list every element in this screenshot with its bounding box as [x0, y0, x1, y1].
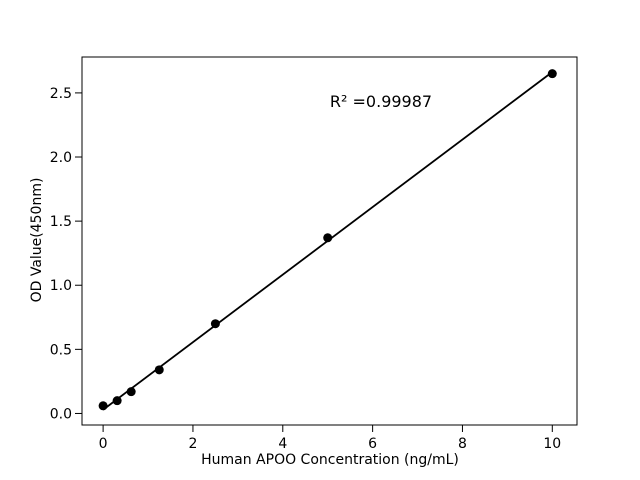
- x-tick-label: 4: [278, 436, 287, 452]
- x-tick-label: 6: [368, 436, 377, 452]
- y-tick-label: 1.5: [50, 214, 72, 230]
- data-point: [547, 69, 557, 79]
- data-point: [210, 319, 220, 329]
- data-point: [154, 365, 164, 375]
- r-squared-annotation: R² =0.99987: [330, 92, 432, 111]
- data-point: [323, 233, 333, 243]
- data-point: [98, 401, 108, 411]
- x-tick-label: 8: [458, 436, 467, 452]
- plot-generated-layer: 0 2 4 6 8 10 0.0 0.5 1.0 1.5 2.0 2.5: [50, 56, 578, 452]
- x-axis-label: Human APOO Concentration (ng/mL): [201, 452, 459, 468]
- x-tick-label: 0: [99, 436, 108, 452]
- y-tick-label: 0.0: [50, 406, 72, 422]
- data-point: [126, 387, 136, 397]
- y-tick-label: 1.0: [50, 278, 72, 294]
- y-tick-label: 0.5: [50, 342, 72, 358]
- y-axis-label: OD Value(450nm): [29, 178, 45, 303]
- y-tick-label: 2.0: [50, 150, 72, 166]
- data-point: [112, 396, 122, 406]
- y-tick-label: 2.5: [50, 86, 72, 102]
- x-tick-label: 10: [543, 436, 561, 452]
- x-tick-label: 2: [188, 436, 197, 452]
